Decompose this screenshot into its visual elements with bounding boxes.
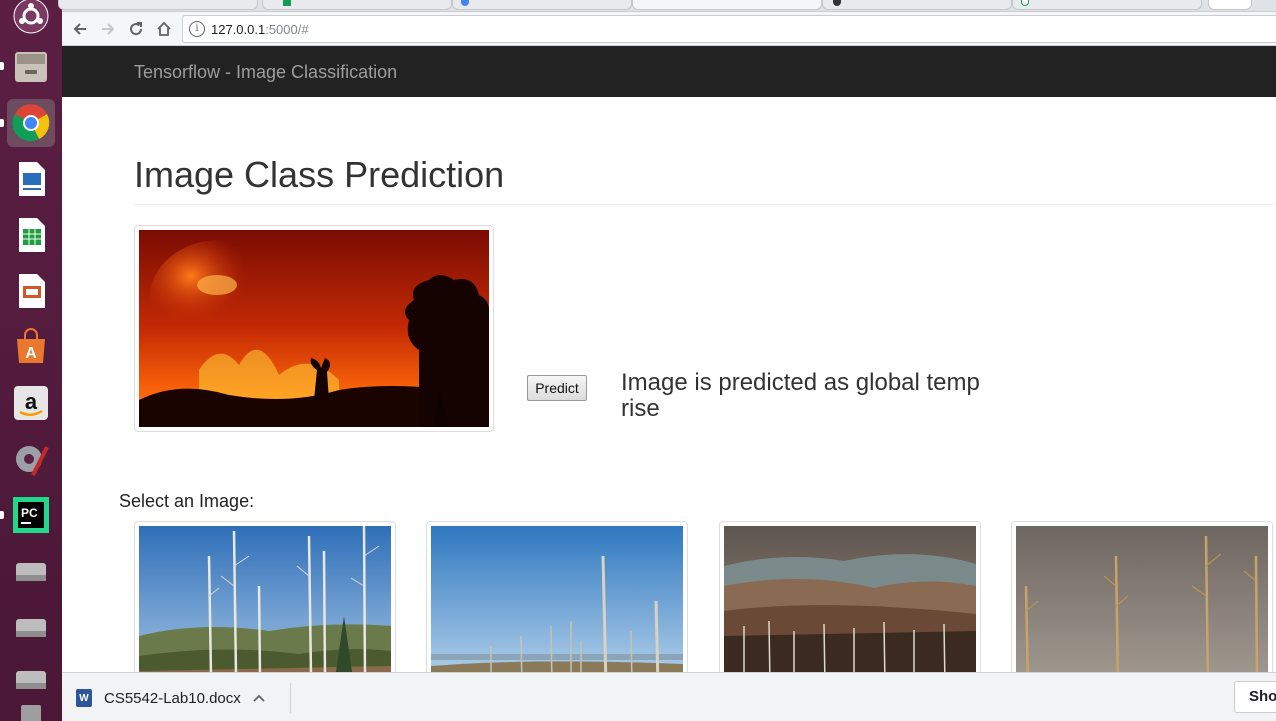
word-document-icon: W [76, 689, 92, 707]
running-indicator [0, 511, 4, 519]
page-title: Image Class Prediction [134, 154, 505, 195]
writer-icon[interactable] [7, 155, 55, 203]
dead-trees-forest-image [139, 526, 391, 686]
mountain-ridge-forest-image [724, 526, 976, 686]
reload-button[interactable] [123, 16, 149, 42]
back-button[interactable] [67, 16, 93, 42]
address-bar[interactable]: i 127.0.0.1:5000/# [182, 15, 1276, 43]
running-indicator [0, 119, 4, 127]
gallery-image-3[interactable] [719, 521, 981, 691]
download-item[interactable]: W CS5542-Lab10.docx [76, 683, 265, 713]
title-divider [134, 204, 1274, 205]
url-port-path: :5000/# [265, 22, 309, 37]
gallery-image-4[interactable] [1011, 521, 1273, 691]
drive-icon[interactable] [7, 603, 55, 651]
drive-icon[interactable] [7, 547, 55, 595]
running-indicator [0, 62, 4, 70]
chevron-up-icon[interactable] [253, 691, 265, 705]
predict-button[interactable]: Predict [527, 375, 587, 401]
shelf-divider [290, 683, 291, 713]
navbar-brand[interactable]: Tensorflow - Image Classification [134, 62, 398, 82]
shield-favicon-icon [461, 0, 469, 6]
wildfire-image [139, 230, 489, 427]
url-host: 127.0.0.1 [211, 22, 266, 37]
tab[interactable] [822, 0, 1012, 10]
tab[interactable] [1012, 0, 1202, 10]
software-center-icon[interactable]: A [7, 323, 55, 371]
download-shelf: W CS5542-Lab10.docx Sho [62, 672, 1276, 721]
tab[interactable] [452, 0, 632, 10]
system-settings-icon[interactable] [7, 435, 55, 483]
tab-active[interactable] [632, 0, 822, 10]
reload-icon [130, 22, 143, 36]
forward-arrow-icon [102, 23, 115, 35]
amazon-icon[interactable]: a [7, 379, 55, 427]
impress-icon[interactable] [7, 267, 55, 315]
home-button[interactable] [151, 16, 177, 42]
files-icon[interactable] [7, 42, 55, 90]
forward-button[interactable] [95, 16, 121, 42]
dead-trees-stormy-sky-image [1016, 526, 1268, 686]
tab[interactable] [262, 0, 452, 10]
drive-icon[interactable] [7, 655, 55, 703]
svg-text:A: A [25, 345, 37, 362]
new-tab-button[interactable] [1208, 0, 1252, 10]
url-text: 127.0.0.1:5000/# [211, 22, 309, 37]
chrome-icon[interactable] [7, 99, 55, 147]
info-icon[interactable]: i [189, 21, 205, 37]
favicon-icon [1021, 0, 1029, 6]
home-icon [157, 21, 171, 36]
github-favicon-icon [833, 0, 841, 6]
tab-strip [58, 0, 1276, 12]
gallery-image-2[interactable] [426, 521, 688, 691]
calc-icon[interactable] [7, 211, 55, 259]
selected-image [134, 225, 494, 432]
dead-trees-mountain-image [431, 526, 683, 686]
pycharm-icon[interactable]: PC [7, 491, 55, 539]
site-navbar: Tensorflow - Image Classification [62, 46, 1276, 97]
select-image-label: Select an Image: [119, 491, 255, 511]
ubuntu-launcher: A a PC [0, 0, 62, 721]
tab[interactable] [58, 0, 258, 10]
prediction-result: Image is predicted as global temp rise [621, 369, 980, 422]
show-all-button[interactable]: Sho [1234, 681, 1276, 713]
sheets-favicon-icon [283, 0, 291, 6]
browser-toolbar: i 127.0.0.1:5000/# [62, 12, 1276, 46]
download-file-name: CS5542-Lab10.docx [104, 689, 241, 707]
svg-text:a: a [25, 389, 38, 414]
gallery-image-1[interactable] [134, 521, 396, 691]
svg-text:PC: PC [21, 506, 38, 520]
back-arrow-icon [73, 23, 86, 35]
ubuntu-dash-icon[interactable] [7, 0, 55, 40]
trash-icon[interactable] [7, 697, 55, 721]
